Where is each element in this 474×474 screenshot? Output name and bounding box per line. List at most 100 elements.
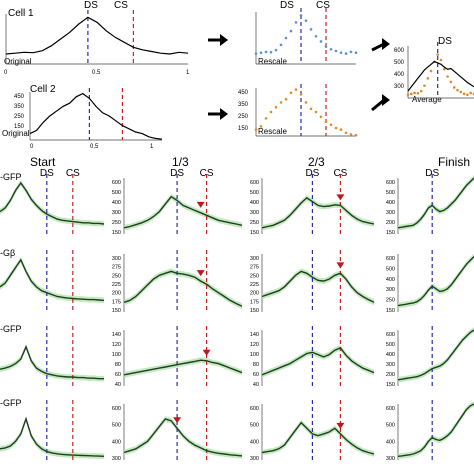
panel-r2-c2-ytick-0: 140 (250, 332, 259, 338)
col3-ds-label: DS (425, 168, 439, 179)
panel-r3-c2-sem-band (262, 419, 374, 457)
average-cell1-point-15 (456, 88, 459, 92)
rescale1-point-17 (339, 51, 343, 55)
rescale1-point-8 (294, 21, 298, 24)
panel-r1-c1-ytick-1: 275 (112, 265, 121, 271)
rescale2-point-14 (324, 120, 328, 123)
panel-r2-c1-sem-band (124, 357, 242, 378)
panel-r2-c3-sem-band (398, 327, 474, 383)
rescale2-point-5 (279, 101, 283, 104)
panel-r1-c2-ytick-0: 300 (250, 256, 259, 262)
rescale1-cs-label: CS (316, 0, 330, 11)
average-cell1-point-6 (426, 77, 430, 80)
rescale1-point-4 (274, 48, 278, 52)
cell2-ytick-1: 350 (14, 104, 25, 110)
cell1-note: Original (4, 57, 32, 66)
panel-r3-c3-ytick-2: 400 (386, 439, 395, 445)
cell2-panel: Cell 2 Original 450 350 250 150 0 0.5 1 (2, 84, 154, 150)
panel-r1-c3-ytick-1: 500 (386, 266, 395, 272)
arrowhead-marker-6 (336, 422, 345, 429)
arrow-cell2-to-rescale-head (220, 108, 228, 120)
rescale1-point-11 (309, 28, 313, 31)
average-cell1-point-4 (419, 89, 423, 93)
panel-r0-c3-ytick-3: 300 (386, 210, 395, 216)
col-title-start: Start (30, 155, 56, 169)
col1-ds-label: DS (170, 168, 184, 179)
cell1-trace (5, 16, 189, 55)
panel-r1-c3-ytick-2: 400 (386, 277, 395, 283)
panel-r1-c3-sem-band (398, 253, 474, 309)
cell2-xtick-0: 0 (30, 144, 34, 150)
cell1-xtick-1: 0.5 (92, 70, 101, 76)
average-ytick-1: 500 (394, 60, 405, 66)
rescale1-point-7 (289, 29, 293, 33)
col2-cs-label: CS (333, 168, 347, 179)
row3-label: -GFP (0, 398, 22, 408)
panel-r2-c3-ytick-1: 500 (386, 342, 395, 348)
panel-r3-c3-ytick-0: 600 (386, 406, 395, 412)
panel-r3-c3-sem-band (398, 401, 474, 460)
panel-r3-c3-mean-trace (397, 403, 474, 457)
rescale1-point-3 (269, 50, 273, 54)
rescale2-point-10 (304, 101, 308, 104)
rescale2-point-7 (289, 91, 293, 95)
average-note: Average (412, 95, 442, 104)
arrowhead-marker-4 (202, 349, 211, 356)
panel-r3-c0-sem-band (0, 416, 104, 460)
average-cell1-point-16 (459, 90, 463, 94)
panel-r0-c2-ytick-3: 300 (250, 210, 259, 216)
cell1-label: Cell 1 (8, 8, 34, 19)
rescale2-point-1 (259, 125, 263, 128)
rescale1-panel: DS CS Rescale (258, 0, 330, 66)
panel-r2-c2-mean-trace (261, 347, 375, 376)
panel-r3-c1-ytick-2: 400 (112, 439, 121, 445)
average-ytick-3: 300 (394, 84, 405, 90)
panel-r0-c1-mean-trace (123, 195, 243, 229)
panel-r0-c1-ytick-0: 600 (112, 180, 121, 186)
rescale1-point-15 (329, 47, 333, 51)
cell1-xtick-0: 0 (4, 70, 8, 76)
rescale1-ds-label: DS (280, 0, 294, 11)
panel-r3-c1-ytick-3: 300 (112, 456, 121, 462)
rescale1-point-12 (314, 34, 318, 38)
panel-r2-c2-ytick-4: 60 (253, 372, 259, 378)
rescale2-point-17 (339, 128, 343, 131)
average-cell1-point-13 (449, 80, 453, 84)
panel-r0-c3-mean-trace (397, 177, 474, 229)
rescale2-point-19 (349, 133, 353, 136)
panel-r0-c1-ytick-1: 500 (112, 190, 121, 196)
panel-r0-c2-ytick-1: 500 (250, 190, 259, 196)
panel-r0-c3-ytick-5: 150 (386, 230, 395, 236)
panel-r2-c3-ytick-3: 300 (386, 362, 395, 368)
rescale1-point-20 (354, 51, 358, 55)
panel-r1-c2-ytick-2: 250 (250, 273, 259, 279)
rescale2-point-6 (284, 97, 288, 101)
col-title-finish: Finish (438, 155, 470, 169)
panel-r0-c2-ytick-5: 150 (250, 230, 259, 236)
panel-r2-c2-ytick-5: 40 (253, 382, 259, 388)
average-cell1-point-1 (410, 92, 413, 96)
panel-r1-c2-ytick-6: 150 (250, 308, 259, 314)
average-cell1-point-14 (452, 86, 456, 89)
average-cell1-point-5 (423, 84, 426, 87)
panel-r1-c1-ytick-6: 150 (112, 308, 121, 314)
arrowhead-marker-0 (196, 201, 205, 208)
panel-r0-c0-sem-band (0, 180, 104, 227)
panel-r2-c1-ytick-3: 80 (115, 362, 121, 368)
panel-r2-c1-ytick-1: 120 (112, 342, 121, 348)
cell2-ytick-2: 250 (14, 114, 25, 120)
arrowhead-marker-2 (196, 270, 205, 277)
average-trace (407, 60, 474, 92)
panel-r1-c0-mean-trace (0, 258, 105, 302)
average-cell1-point-0 (406, 93, 410, 97)
rescale1-point-6 (284, 36, 288, 40)
arrow-rescale1-to-average-head (382, 38, 390, 50)
rescale2-point-9 (299, 93, 303, 96)
rescale2-point-4 (274, 105, 278, 109)
rescale2-ytick-0: 450 (238, 90, 249, 96)
average-cell1-point-19 (469, 91, 473, 95)
col1-cs-label: CS (200, 168, 214, 179)
panel-r2-c3-mean-trace (397, 329, 474, 381)
average-cell1-point-11 (443, 67, 446, 71)
panel-r3-c2-ytick-0: 600 (250, 406, 259, 412)
